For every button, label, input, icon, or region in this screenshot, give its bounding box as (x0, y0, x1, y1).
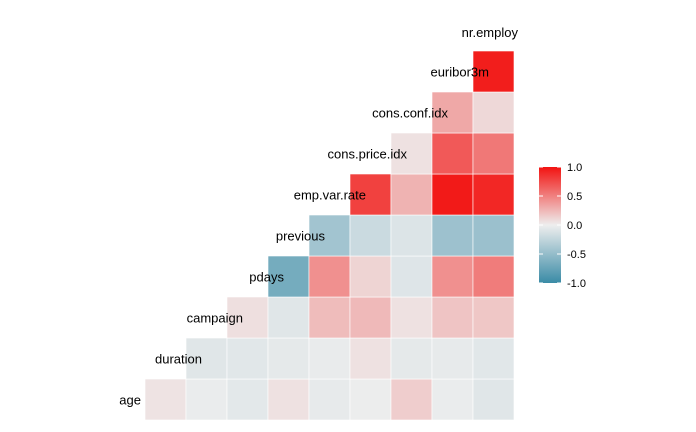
heatmap-cell-previous-pdays (267, 255, 310, 298)
variable-label-campaign: campaign (187, 311, 243, 326)
heatmap-cell-previous-campaign (267, 296, 310, 339)
heatmap-cell-cons.price.idx-duration (349, 337, 392, 380)
heatmap-cell-cons.price.idx-pdays (349, 255, 392, 298)
heatmap-cell-cons.price.idx-previous (349, 214, 392, 257)
heatmap-cell-cons.price.idx-campaign (349, 296, 392, 339)
variable-label-previous: previous (276, 229, 326, 244)
heatmap-cell-campaign-age (185, 378, 228, 421)
heatmap-cell-cons.conf.idx-campaign (390, 296, 433, 339)
heatmap-cell-euribor3m-previous (431, 214, 474, 257)
heatmap-cell-cons.price.idx-emp.var.rate (349, 173, 392, 216)
heatmap-cells (144, 50, 515, 421)
legend-tick-label: 0.5 (567, 191, 582, 203)
heatmap-cell-euribor3m-cons.conf.idx (431, 91, 474, 134)
heatmap-cell-pdays-duration (226, 337, 269, 380)
variable-label-duration: duration (155, 352, 202, 367)
heatmap-cell-euribor3m-pdays (431, 255, 474, 298)
heatmap-cell-pdays-campaign (226, 296, 269, 339)
heatmap-cell-emp.var.rate-previous (308, 214, 351, 257)
heatmap-cell-duration-age (144, 378, 187, 421)
heatmap-cell-cons.price.idx-age (349, 378, 392, 421)
heatmap-cell-cons.conf.idx-duration (390, 337, 433, 380)
heatmap-cell-cons.conf.idx-pdays (390, 255, 433, 298)
legend-tick-label: 0.0 (567, 220, 582, 232)
heatmap-cell-nr.employ-previous (472, 214, 515, 257)
heatmap-cell-euribor3m-emp.var.rate (431, 173, 474, 216)
heatmap-cell-nr.employ-campaign (472, 296, 515, 339)
heatmap-cell-campaign-duration (185, 337, 228, 380)
variable-label-cons.price.idx: cons.price.idx (328, 147, 408, 162)
heatmap-cell-euribor3m-campaign (431, 296, 474, 339)
heatmap-cell-cons.conf.idx-previous (390, 214, 433, 257)
heatmap-cell-pdays-age (226, 378, 269, 421)
heatmap-cell-euribor3m-age (431, 378, 474, 421)
legend-tick-label: -0.5 (567, 249, 586, 261)
variable-label-emp.var.rate: emp.var.rate (294, 188, 366, 203)
heatmap-cell-nr.employ-emp.var.rate (472, 173, 515, 216)
heatmap-cell-cons.conf.idx-age (390, 378, 433, 421)
heatmap-cell-cons.conf.idx-cons.price.idx (390, 132, 433, 175)
heatmap-cell-nr.employ-pdays (472, 255, 515, 298)
heatmap-cell-emp.var.rate-campaign (308, 296, 351, 339)
heatmap-cell-nr.employ-euribor3m (472, 50, 515, 93)
legend-tick-label: 1.0 (567, 162, 582, 174)
legend-ticks: 1.0 0.5 0.0 -0.5 -1.0 (539, 162, 586, 290)
heatmap-cell-emp.var.rate-pdays (308, 255, 351, 298)
variable-label-age: age (119, 393, 141, 408)
heatmap-cell-nr.employ-cons.price.idx (472, 132, 515, 175)
variable-labels: age duration campaign pdays previous emp.var.… (119, 25, 518, 408)
legend-colorbar (539, 167, 561, 283)
heatmap-cell-nr.employ-cons.conf.idx (472, 91, 515, 134)
variable-label-euribor3m: euribor3m (430, 65, 489, 80)
heatmap-cell-emp.var.rate-duration (308, 337, 351, 380)
heatmap-cell-previous-duration (267, 337, 310, 380)
heatmap-cell-nr.employ-duration (472, 337, 515, 380)
legend-tick-label: -1.0 (567, 278, 586, 290)
heatmap-cell-euribor3m-cons.price.idx (431, 132, 474, 175)
heatmap-cell-euribor3m-duration (431, 337, 474, 380)
heatmap-cell-emp.var.rate-age (308, 378, 351, 421)
variable-label-cons.conf.idx: cons.conf.idx (372, 106, 448, 121)
color-legend: 1.0 0.5 0.0 -0.5 -1.0 (539, 162, 586, 290)
heatmap-cell-cons.conf.idx-emp.var.rate (390, 173, 433, 216)
variable-label-nr.employ: nr.employ (462, 25, 519, 40)
variable-label-pdays: pdays (249, 270, 284, 285)
heatmap-cell-previous-age (267, 378, 310, 421)
heatmap-cell-nr.employ-age (472, 378, 515, 421)
